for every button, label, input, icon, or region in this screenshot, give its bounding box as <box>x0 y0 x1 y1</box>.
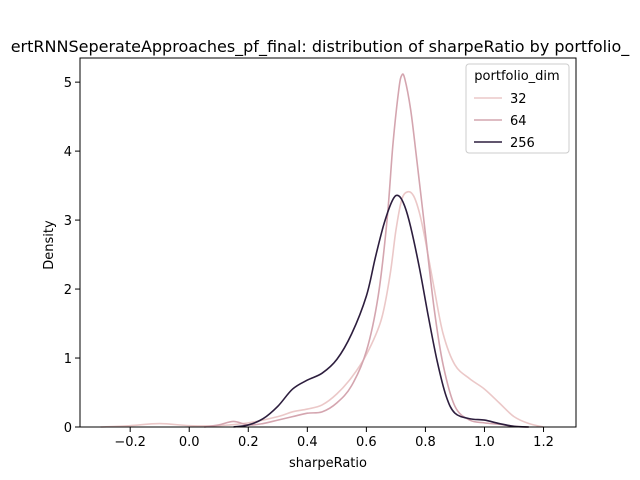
y-tick-label: 1 <box>64 352 72 367</box>
plot-area <box>79 57 577 428</box>
legend-frame <box>465 63 570 154</box>
y-tick-label: 4 <box>64 145 72 160</box>
legend-items: 32 64 256 <box>474 92 535 151</box>
y-axis-label: Density <box>42 220 57 270</box>
x-axis-ticks: −0.2 0.0 0.2 0.4 0.6 0.8 1.0 1.2 <box>114 427 554 450</box>
x-tick-label: 0.0 <box>179 435 200 450</box>
series-line-64 <box>203 73 529 428</box>
x-tick-label: 0.2 <box>238 435 259 450</box>
legend-label-64: 64 <box>510 114 527 129</box>
x-tick-label: 0.4 <box>297 435 318 450</box>
x-tick-label: 0.6 <box>356 435 377 450</box>
legend: portfolio_dim 32 64 256 <box>465 63 570 154</box>
chart-title: ertRNNSeperateApproaches_pf_final: distr… <box>11 37 631 57</box>
axes-frame <box>79 57 577 428</box>
legend-label-256: 256 <box>510 136 535 151</box>
y-tick-label: 3 <box>64 214 72 229</box>
series-line-32 <box>100 190 544 428</box>
x-tick-label: 0.8 <box>415 435 436 450</box>
y-axis-ticks: 0 1 2 3 4 5 <box>64 76 80 436</box>
x-tick-label: 1.0 <box>474 435 495 450</box>
y-tick-label: 2 <box>64 283 72 298</box>
legend-label-32: 32 <box>510 92 527 107</box>
x-axis-label: sharpeRatio <box>289 456 367 471</box>
series-line-256 <box>233 194 529 428</box>
legend-title: portfolio_dim <box>474 69 559 84</box>
y-tick-label: 0 <box>64 421 72 436</box>
x-tick-label: −0.2 <box>114 435 146 450</box>
y-tick-label: 5 <box>64 76 72 91</box>
x-tick-label: 1.2 <box>533 435 554 450</box>
